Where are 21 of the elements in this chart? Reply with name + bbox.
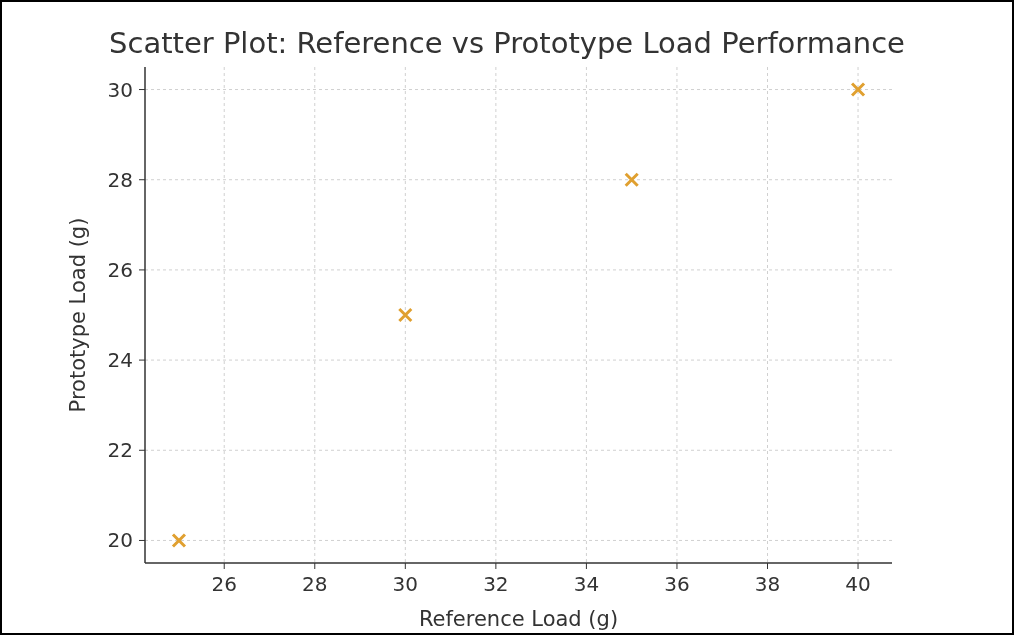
x-tick-label: 28 — [302, 572, 328, 596]
point — [850, 82, 866, 98]
x-tick-label: 36 — [664, 572, 690, 596]
x-tick-label: 32 — [483, 572, 509, 596]
x-tick-label: 26 — [211, 572, 237, 596]
chart-title: Scatter Plot: Reference vs Prototype Load Performance — [109, 26, 905, 60]
y-axis-title: Prototype Load (g) — [66, 217, 90, 413]
y-tick-label: 22 — [107, 438, 133, 463]
x-tick-label: 38 — [754, 572, 781, 596]
x-axis-title: Reference Load (g) — [418, 607, 619, 631]
point — [397, 307, 413, 323]
point — [171, 532, 187, 548]
x-tick-label: 40 — [845, 572, 871, 596]
y-tick-label: 30 — [107, 77, 133, 102]
y-tick-label: 26 — [107, 257, 133, 282]
y-tick-label: 20 — [107, 528, 133, 553]
x-tick-label: 30 — [392, 572, 419, 596]
point — [624, 172, 640, 188]
y-tick-label: 24 — [107, 348, 133, 373]
y-tick-label: 28 — [107, 167, 133, 192]
x-tick-label: 34 — [573, 572, 600, 596]
